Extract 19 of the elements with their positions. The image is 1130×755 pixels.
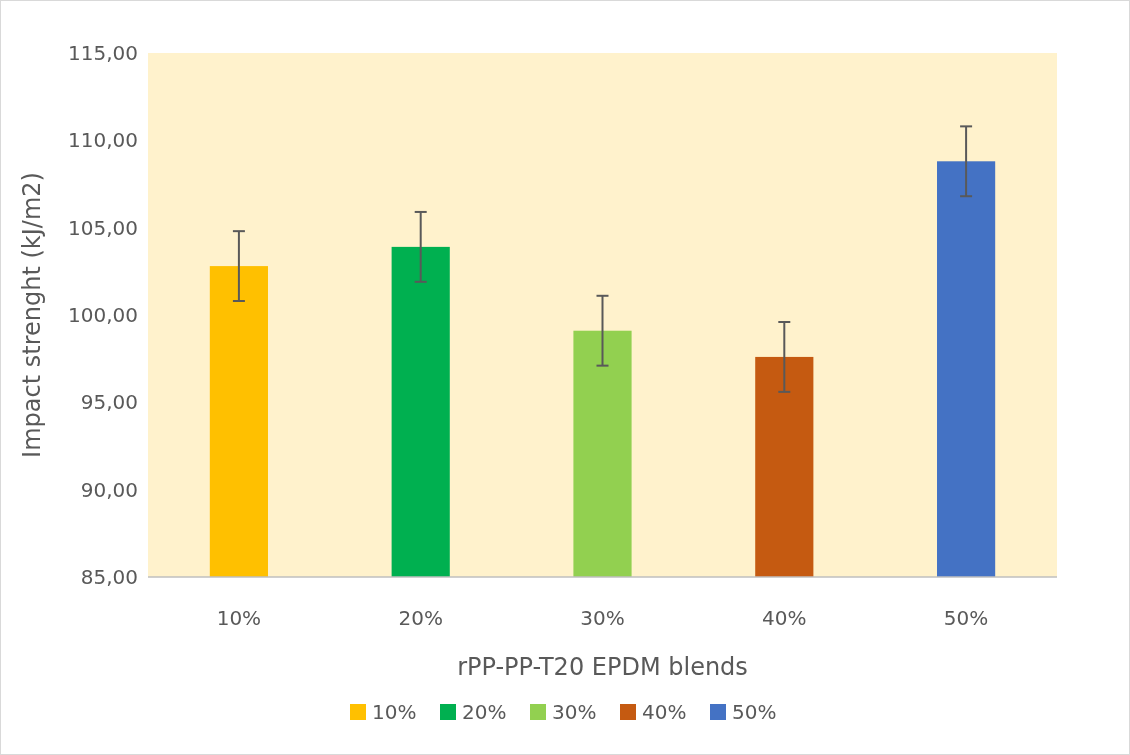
x-axis-title: rPP-PP-T20 EPDM blends bbox=[457, 653, 748, 681]
y-tick-label: 100,00 bbox=[68, 303, 138, 327]
y-tick-label: 85,00 bbox=[80, 565, 138, 589]
y-tick-label: 90,00 bbox=[80, 477, 138, 502]
y-axis-title: Impact strenght (kJ/m2) bbox=[18, 172, 46, 458]
y-tick-label: 105,00 bbox=[68, 215, 138, 240]
x-tick-label: 30% bbox=[580, 606, 625, 630]
y-tick-label: 95,00 bbox=[80, 390, 138, 415]
legend-label: 10% bbox=[372, 700, 417, 724]
y-tick-label: 115,00 bbox=[68, 41, 138, 65]
legend-label: 50% bbox=[732, 700, 777, 724]
legend-label: 30% bbox=[552, 700, 597, 724]
legend-label: 40% bbox=[642, 700, 687, 724]
x-tick-label: 10% bbox=[216, 606, 262, 630]
x-tick-label: 50% bbox=[943, 606, 989, 630]
x-tick-label: 40% bbox=[762, 606, 807, 630]
x-tick-label: 20% bbox=[398, 606, 443, 630]
y-tick-label: 110,00 bbox=[68, 128, 138, 153]
legend-label: 20% bbox=[462, 700, 507, 724]
